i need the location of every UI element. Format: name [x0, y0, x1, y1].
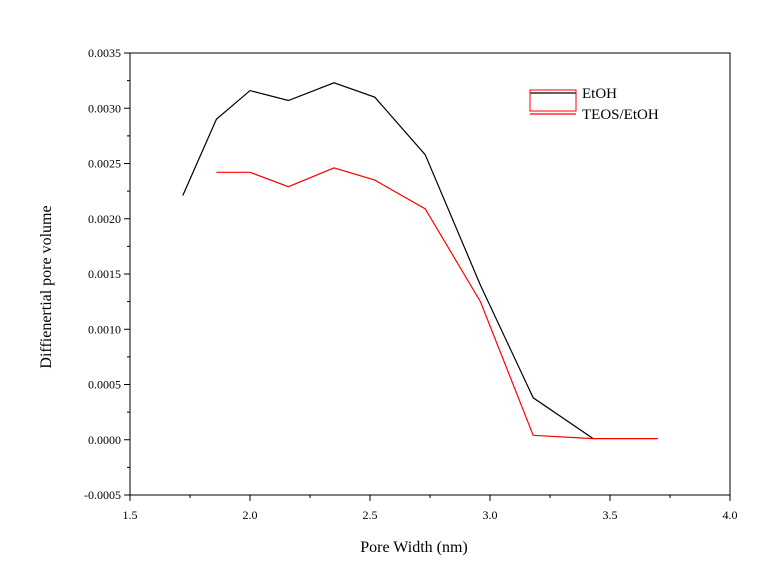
- legend-label-teos-etoh: TEOS/EtOH: [582, 107, 659, 123]
- x-tick-label: 3.5: [603, 508, 618, 522]
- y-tick-label: 0.0035: [88, 46, 121, 60]
- x-tick-label: 2.5: [363, 508, 378, 522]
- legend-label-etoh: EtOH: [582, 86, 617, 102]
- x-tick-label: 4.0: [723, 508, 738, 522]
- y-tick-label: 0.0030: [88, 101, 121, 115]
- y-tick-label: 0.0015: [88, 267, 121, 281]
- x-tick-label: 1.5: [123, 508, 138, 522]
- x-axis-title: Pore Width (nm): [360, 539, 468, 556]
- y-tick-label: 0.0000: [88, 433, 121, 447]
- y-tick-label: 0.0020: [88, 212, 121, 226]
- y-axis: -0.0005 0.0000 0.0005 0.0010 0.0015 0.0020 0.0…: [84, 46, 130, 502]
- x-tick-label: 2.0: [243, 508, 258, 522]
- legend-swatch-frame: [529, 89, 577, 112]
- series-line-teos-etoh: [216, 167, 658, 440]
- x-tick-label: 3.0: [483, 508, 498, 522]
- x-axis: 1.5 2.0 2.5 3.0 3.5 4.0: [123, 495, 738, 522]
- y-axis-title: Diffienertial pore volume: [38, 205, 55, 368]
- y-tick-label: 0.0005: [88, 378, 121, 392]
- y-tick-label: 0.0010: [88, 322, 121, 336]
- legend: EtOH TEOS/EtOH: [529, 86, 659, 123]
- y-tick-label: 0.0025: [88, 157, 121, 171]
- series-layer: [182, 82, 658, 440]
- series-line-etoh: [182, 82, 594, 440]
- y-tick-label: -0.0005: [84, 488, 121, 502]
